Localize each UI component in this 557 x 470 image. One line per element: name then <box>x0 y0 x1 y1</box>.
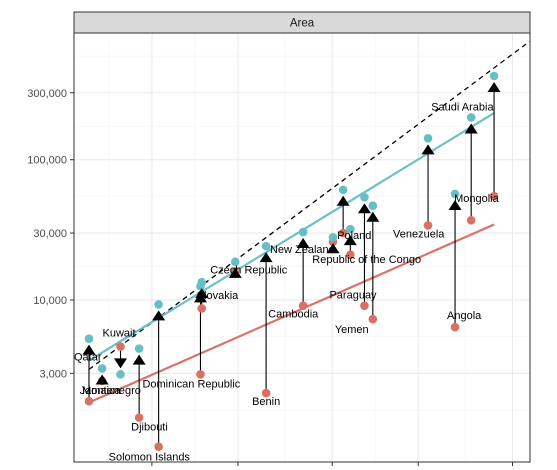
end-point <box>368 201 378 210</box>
start-point <box>338 228 348 238</box>
country-label: Venezuela <box>393 228 445 240</box>
start-point <box>116 342 125 351</box>
country-label: Jamaica <box>80 385 122 397</box>
end-point <box>261 241 271 251</box>
country-label: Czech Republic <box>210 264 288 276</box>
start-point <box>84 396 94 406</box>
end-point <box>466 113 476 122</box>
end-point <box>154 300 163 309</box>
arrow-head <box>464 123 478 134</box>
end-point <box>360 192 369 202</box>
start-point <box>423 221 433 230</box>
facet-strip: Area <box>73 11 531 34</box>
end-point <box>338 185 348 195</box>
country-label: Qatar <box>74 352 102 364</box>
axes: 10,00030,000100,000300,0001,000,0003,000… <box>27 88 514 466</box>
end-point <box>489 71 499 81</box>
country-label: Solomon Islands <box>109 452 191 464</box>
y-tick-label: 3,000 <box>39 368 67 380</box>
end-point <box>230 257 240 267</box>
arrow-head <box>114 358 128 369</box>
country-label: Republic of the Congo <box>312 254 421 266</box>
y-tick-label: 30,000 <box>33 228 67 240</box>
country-label: Angola <box>447 310 482 322</box>
country-label: Dominican Republic <box>142 378 240 390</box>
country-label: Slovakia <box>197 290 239 302</box>
arrow-head <box>296 238 310 249</box>
arrow-head <box>326 243 340 254</box>
end-point <box>197 277 207 287</box>
arrow-head <box>336 195 350 206</box>
arrow-head <box>132 354 146 365</box>
start-point <box>134 413 144 422</box>
data-points <box>84 71 499 451</box>
end-point <box>116 370 125 379</box>
arrow-head <box>259 252 273 263</box>
y-tick-label: 10,000 <box>33 295 67 307</box>
arrow-head <box>421 144 435 155</box>
arrow-head <box>228 267 242 278</box>
start-point <box>489 191 499 201</box>
end-point <box>450 189 460 199</box>
start-point <box>368 314 378 324</box>
start-trend-line <box>88 223 495 404</box>
country-label: Poland <box>337 230 371 242</box>
arrow-head <box>152 310 166 321</box>
grid-lines <box>74 33 530 462</box>
end-point <box>298 227 308 237</box>
y-tick-label: 100,000 <box>27 155 67 167</box>
end-point <box>423 134 433 143</box>
end-point <box>345 224 355 234</box>
country-label: Paraguay <box>329 290 377 302</box>
arrow-heads <box>82 81 501 385</box>
start-point <box>450 322 460 332</box>
arrow-head <box>95 374 109 385</box>
arrow-head <box>82 344 96 355</box>
start-point <box>197 304 207 313</box>
country-label: Benin <box>252 396 280 408</box>
start-point <box>196 370 205 379</box>
start-point <box>345 250 355 260</box>
start-point <box>154 442 163 451</box>
end-point <box>328 232 338 242</box>
arrow-head <box>343 235 357 246</box>
arrow-head <box>357 203 371 214</box>
country-label: Montenegro <box>82 385 141 397</box>
start-point <box>466 215 476 225</box>
country-label: Yemen <box>335 324 369 336</box>
arrow-head <box>487 81 501 92</box>
y-tick-label: 300,000 <box>27 88 67 100</box>
country-label: New Zealand <box>270 244 335 256</box>
start-point <box>261 388 271 398</box>
arrow-head <box>195 288 209 299</box>
country-label: Kuwait <box>103 328 136 340</box>
country-label: Djibouti <box>131 422 168 434</box>
end-point <box>84 334 94 343</box>
start-point <box>298 301 308 311</box>
end-point <box>134 344 144 353</box>
country-label: Saudi Arabia <box>431 101 494 113</box>
facet-title: Area <box>290 18 315 30</box>
country-label: Mongolia <box>454 193 500 205</box>
end-point <box>97 364 107 373</box>
country-label: Cambodia <box>268 309 319 321</box>
arrow-head <box>448 199 462 210</box>
start-point <box>360 301 369 311</box>
panel-border <box>73 32 531 463</box>
arrow-head <box>366 211 380 222</box>
